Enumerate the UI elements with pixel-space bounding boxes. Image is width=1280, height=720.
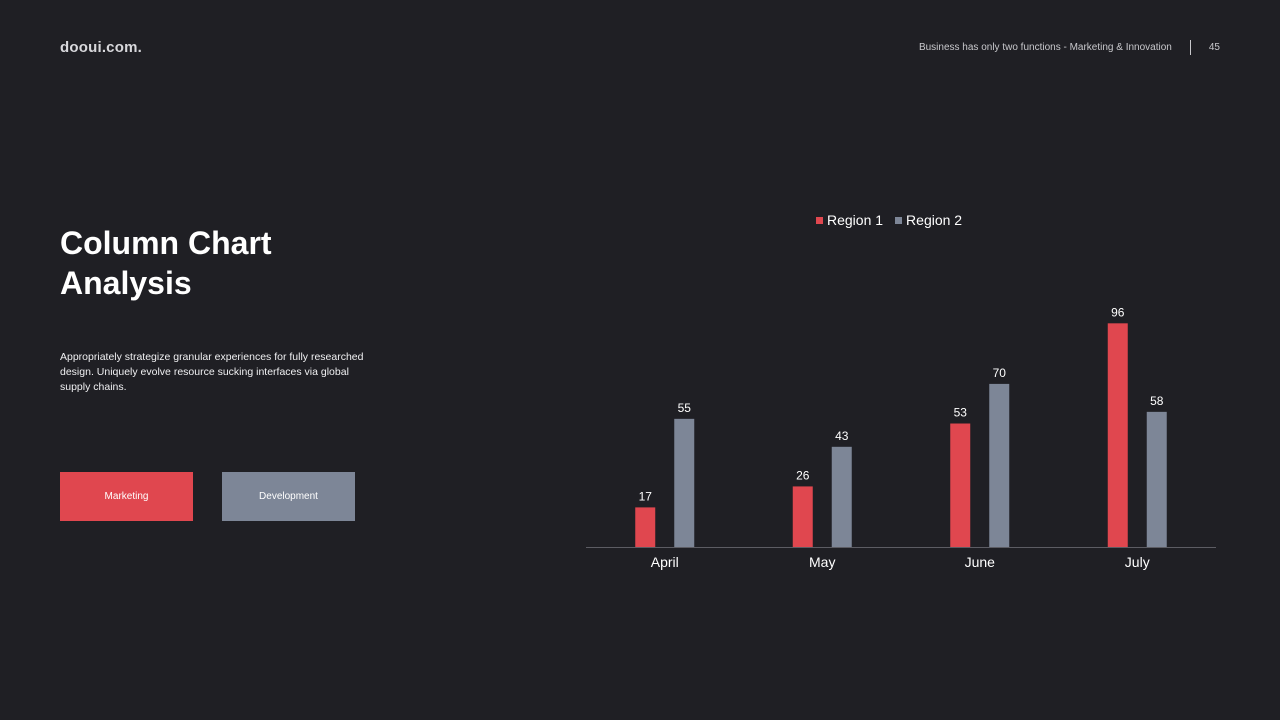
development-button[interactable]: Development	[222, 472, 355, 521]
legend-label-region-2: Region 2	[906, 212, 963, 228]
legend-swatch-region-1	[816, 216, 823, 224]
legend-item-region-1[interactable]: Region 1	[816, 212, 883, 228]
legend-label-region-1: Region 1	[827, 212, 884, 228]
marketing-button[interactable]: Marketing	[60, 472, 193, 521]
bar-april-series-2[interactable]	[674, 418, 695, 547]
x-tick-label-may: May	[809, 554, 835, 570]
x-tick-label-june: June	[965, 554, 996, 570]
bar-may-series-1[interactable]	[792, 486, 813, 547]
data-label-july-series-1: 96	[1111, 305, 1125, 319]
data-label-may-series-2: 43	[835, 429, 849, 443]
x-tick-label-april: April	[651, 554, 679, 570]
title-line-1: Column Chart	[60, 225, 272, 261]
data-label-july-series-2: 58	[1150, 394, 1164, 408]
description-text: Appropriately strategize granular experi…	[60, 351, 364, 393]
legend-item-region-2[interactable]: Region 2	[895, 212, 962, 228]
title-line-2: Analysis	[60, 265, 192, 301]
bar-april-series-1[interactable]	[635, 507, 656, 547]
data-label-june-series-1: 53	[954, 406, 968, 420]
page-number: 45	[1208, 42, 1220, 53]
chart-legend: Region 1 Region 2	[816, 212, 974, 228]
page-title: Column Chart Analysis	[60, 223, 420, 303]
data-label-may-series-1: 26	[796, 468, 810, 482]
bar-july-series-1[interactable]	[1107, 323, 1128, 547]
legend-swatch-region-2	[895, 216, 903, 224]
brand-logo-text: dooui.com.	[60, 39, 142, 56]
header-right: Business has only two functions - Market…	[919, 40, 1220, 55]
data-label-june-series-2: 70	[993, 366, 1007, 380]
bar-july-series-2[interactable]	[1146, 411, 1167, 547]
tagline: Business has only two functions - Market…	[918, 42, 1172, 53]
bar-may-series-2[interactable]	[831, 446, 852, 547]
data-label-april-series-1: 17	[639, 489, 653, 503]
bar-june-series-2[interactable]	[989, 383, 1010, 547]
header-divider	[1189, 40, 1191, 55]
bar-june-series-1[interactable]	[950, 423, 971, 547]
data-label-april-series-2: 55	[678, 401, 692, 415]
x-tick-label-july: July	[1125, 554, 1150, 570]
